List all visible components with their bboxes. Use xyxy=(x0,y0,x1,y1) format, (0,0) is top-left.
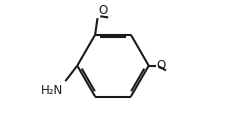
Text: O: O xyxy=(156,59,165,72)
Text: O: O xyxy=(98,4,107,17)
Text: H₂N: H₂N xyxy=(40,84,63,97)
